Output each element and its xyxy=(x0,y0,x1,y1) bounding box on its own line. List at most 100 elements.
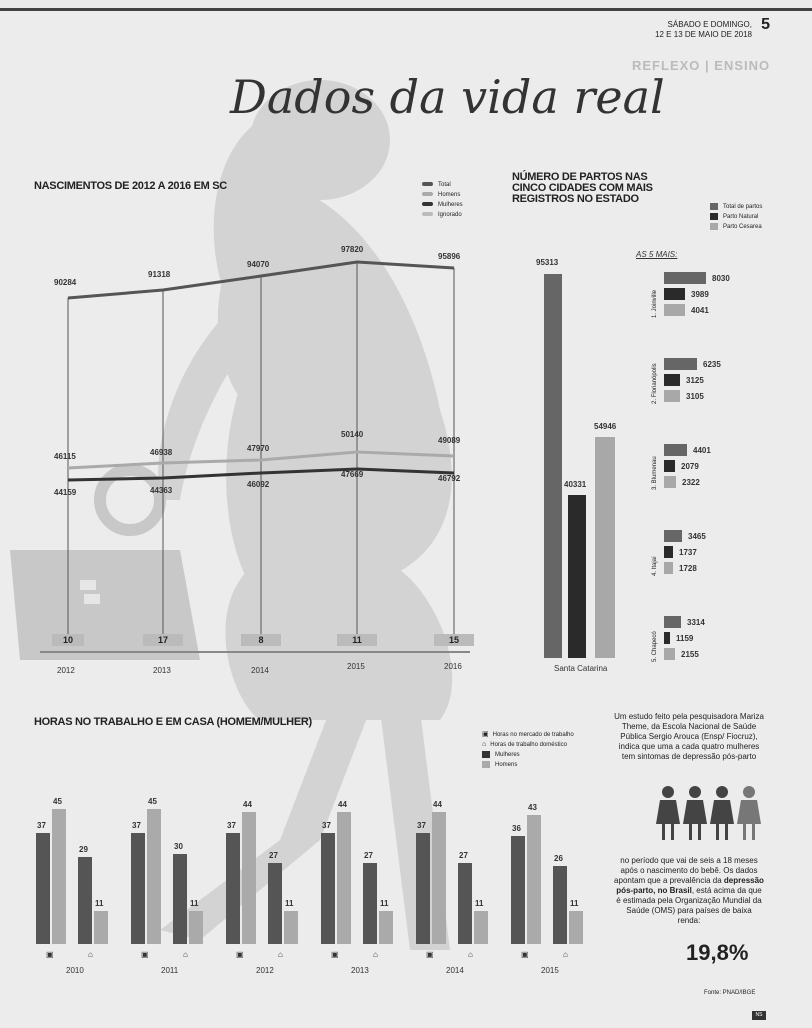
briefcase-icon: ▣ xyxy=(331,950,339,959)
hours-value: 37 xyxy=(322,821,331,830)
year-2014: 2014 xyxy=(251,666,269,675)
city-bar xyxy=(664,304,685,316)
city-bar xyxy=(664,390,680,402)
city-bar xyxy=(664,444,687,456)
total-2015: 97820 xyxy=(341,245,364,254)
mulheres-2014: 46092 xyxy=(247,480,270,489)
hours-value: 44 xyxy=(338,800,347,809)
ignorado-2016: 15 xyxy=(434,634,474,646)
city-value: 1159 xyxy=(676,634,694,643)
ns-badge: NS xyxy=(752,1011,766,1020)
hours-bar xyxy=(226,833,240,944)
total-2016: 95896 xyxy=(438,252,461,261)
sc-cesarea-bar xyxy=(595,437,615,658)
city-name: 2. Florianópolis xyxy=(652,363,658,404)
city-value: 2322 xyxy=(682,478,700,487)
briefcase-icon: ▣ xyxy=(141,950,149,959)
hours-value: 44 xyxy=(433,800,442,809)
mulheres-2015: 47669 xyxy=(341,470,364,479)
hours-bar xyxy=(379,911,393,944)
hours-bar xyxy=(173,854,187,944)
legend-home-hours: ⌂ Horas de trabalho doméstico xyxy=(482,741,567,748)
city-name: 1. Joinville xyxy=(652,289,658,318)
legend-homens: Homens xyxy=(422,190,463,200)
city-bar xyxy=(664,562,673,574)
hours-bar xyxy=(94,911,108,944)
sc-total-value: 95313 xyxy=(536,258,559,267)
four-women-icon xyxy=(656,786,761,840)
house-icon: ⌂ xyxy=(88,950,93,959)
homens-2015: 50140 xyxy=(341,430,364,439)
total-2013: 91318 xyxy=(148,270,171,279)
legend-mulheres: Mulheres xyxy=(422,200,463,210)
year-2016: 2016 xyxy=(444,662,462,671)
homens-2014: 47970 xyxy=(247,444,270,453)
hours-bar xyxy=(189,911,203,944)
hours-bar xyxy=(416,833,430,944)
hours-value: 11 xyxy=(475,899,484,908)
legend-work-hours: ▣ Horas no mercado de trabalho xyxy=(482,731,574,738)
hours-value: 11 xyxy=(285,899,294,908)
hours-year: 2011 xyxy=(161,966,179,975)
partos-heading: NÚMERO DE PARTOS NAS CINCO CIDADES COM M… xyxy=(512,171,653,205)
briefcase-icon: ▣ xyxy=(482,731,489,738)
legend-parto-natural: Parto Natural xyxy=(710,212,762,222)
hours-value: 37 xyxy=(37,821,46,830)
city-bar xyxy=(664,648,675,660)
hours-bar xyxy=(131,833,145,944)
legend-women: Mulheres xyxy=(482,750,574,760)
house-icon: ⌂ xyxy=(563,950,568,959)
city-bar xyxy=(664,530,682,542)
city-value: 3314 xyxy=(687,618,705,627)
study-text-2: no período que vai de seis a 18 meses ap… xyxy=(614,856,764,925)
ghost-text: REFLEXO | ENSINO xyxy=(632,58,771,73)
top-rule xyxy=(0,8,812,11)
city-value: 4401 xyxy=(693,446,711,455)
hours-value: 29 xyxy=(79,845,88,854)
top5-label: AS 5 MAIS: xyxy=(636,250,678,259)
year-2015: 2015 xyxy=(347,662,365,671)
hours-bar xyxy=(147,809,161,944)
hours-bar xyxy=(363,863,377,944)
births-heading: NASCIMENTOS DE 2012 A 2016 EM SC xyxy=(34,180,227,192)
city-value: 2079 xyxy=(681,462,699,471)
hours-value: 11 xyxy=(95,899,104,908)
births-legend: Total Homens Mulheres Ignorado xyxy=(422,180,463,220)
city-value: 4041 xyxy=(691,306,709,315)
legend-partos-total: Total de partos xyxy=(710,202,762,212)
hours-bar xyxy=(458,863,472,944)
sc-natural-value: 40331 xyxy=(564,480,587,489)
hours-value: 26 xyxy=(554,854,563,863)
hours-value: 11 xyxy=(380,899,389,908)
hours-bar xyxy=(527,815,541,944)
total-line xyxy=(67,260,455,300)
hours-bar xyxy=(337,812,351,944)
source: Fonte: PNAD/IBGE xyxy=(704,990,756,996)
hours-value: 11 xyxy=(190,899,199,908)
hours-bar xyxy=(36,833,50,944)
city-bar xyxy=(664,460,675,472)
city-value: 8030 xyxy=(712,274,730,283)
hours-year: 2012 xyxy=(256,966,274,975)
city-bar xyxy=(664,616,681,628)
study-text-1: Um estudo feito pela pesquisadora Mariza… xyxy=(614,712,764,761)
hours-value: 44 xyxy=(243,800,252,809)
hours-legend: ▣ Horas no mercado de trabalho ⌂ Horas de … xyxy=(482,730,574,770)
hours-bar xyxy=(268,863,282,944)
ignorado-2013: 17 xyxy=(143,634,183,646)
sc-cesarea-value: 54946 xyxy=(594,422,617,431)
hours-bar xyxy=(284,911,298,944)
hours-value: 27 xyxy=(459,851,468,860)
total-2012: 90284 xyxy=(54,278,77,287)
hours-year: 2014 xyxy=(446,966,464,975)
hours-value: 37 xyxy=(227,821,236,830)
briefcase-icon: ▣ xyxy=(426,950,434,959)
mulheres-2013: 44363 xyxy=(150,486,173,495)
homens-2016: 49089 xyxy=(438,436,461,445)
city-bar xyxy=(664,358,697,370)
hours-value: 45 xyxy=(53,797,62,806)
date-line-2: 12 E 13 DE MAIO DE 2018 xyxy=(655,30,752,39)
city-bar xyxy=(664,546,673,558)
